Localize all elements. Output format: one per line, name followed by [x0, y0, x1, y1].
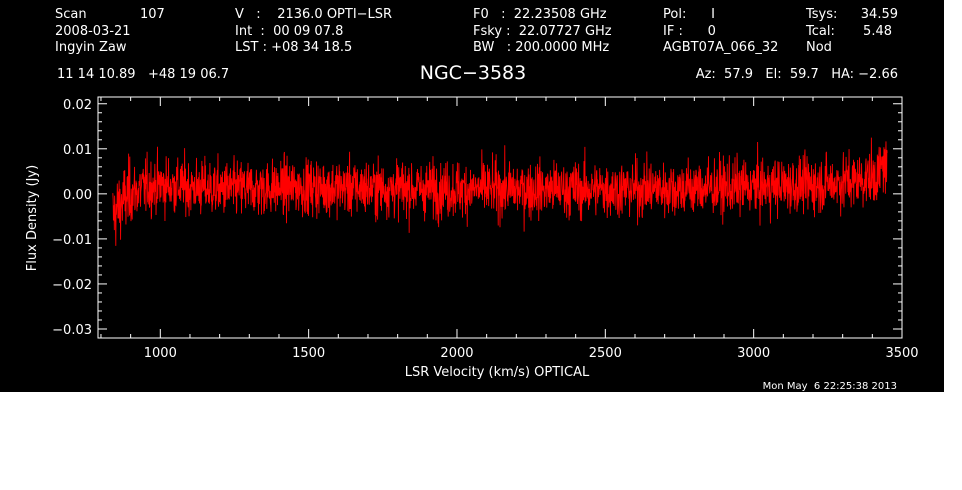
source-coordinates: 11 14 10.89 +48 19 06.7 — [57, 67, 229, 82]
x-tick-label: 3000 — [737, 346, 770, 361]
tcal-value: 5.48 — [863, 24, 892, 39]
x-tick-label: 1500 — [292, 346, 325, 361]
az-el-ha-readout: Az: 57.9 El: 59.7 HA: −2.66 — [696, 67, 898, 82]
spectrum-line — [112, 137, 888, 246]
scan-number: 107 — [140, 7, 165, 22]
x-tick-label: 2000 — [440, 346, 473, 361]
y-axis: 0.02 0.01 0.00 −0.01 −0.02 −0.03 — [52, 98, 902, 339]
x-axis: 1000 1500 2000 2500 3000 3500 — [100, 97, 919, 361]
y-tick-label: 0.01 — [63, 143, 92, 158]
bandwidth: BW : 200.0000 MHz — [473, 40, 609, 55]
y-tick-label: −0.02 — [52, 278, 92, 293]
tsys-value: 34.59 — [861, 7, 898, 22]
tcal-label: Tcal: — [805, 24, 835, 39]
x-axis-label: LSR Velocity (km/s) OPTICAL — [405, 365, 590, 380]
chart-title: NGC−3583 — [420, 62, 526, 84]
project-id: AGBT07A_066_32 — [663, 40, 778, 55]
polarization: Pol: I — [663, 7, 715, 22]
observation-date: 2008-03-21 — [55, 24, 131, 39]
tsys-label: Tsys: — [805, 7, 837, 22]
observer-name: Ingyin Zaw — [55, 40, 127, 55]
velocity-readout: V : 2136.0 OPTI−LSR — [235, 7, 392, 22]
x-tick-label: 3500 — [885, 346, 918, 361]
y-tick-label: 0.00 — [63, 188, 92, 203]
lst-readout: LST : +08 34 18.5 — [235, 40, 352, 55]
if-number: IF : 0 — [663, 24, 716, 39]
y-tick-label: 0.02 — [63, 98, 92, 113]
timestamp: Mon May 6 22:25:38 2013 — [763, 381, 897, 392]
x-tick-label: 2500 — [589, 346, 622, 361]
x-tick-label: 1000 — [144, 346, 177, 361]
y-axis-label: Flux Density (Jy) — [25, 165, 40, 271]
y-tick-label: −0.03 — [52, 323, 92, 338]
observing-mode: Nod — [806, 40, 832, 55]
plot-frame — [97, 96, 903, 339]
sky-frequency: Fsky : 22.07727 GHz — [473, 24, 612, 39]
spectrum-trace — [112, 137, 888, 246]
scan-label: Scan — [55, 7, 87, 22]
integration-time: Int : 00 09 07.8 — [235, 24, 343, 39]
rest-frequency: F0 : 22.23508 GHz — [473, 7, 607, 22]
y-tick-label: −0.01 — [52, 233, 92, 248]
spectrum-plot-panel: Scan 107 2008-03-21 Ingyin Zaw V : 2136.… — [0, 0, 944, 392]
